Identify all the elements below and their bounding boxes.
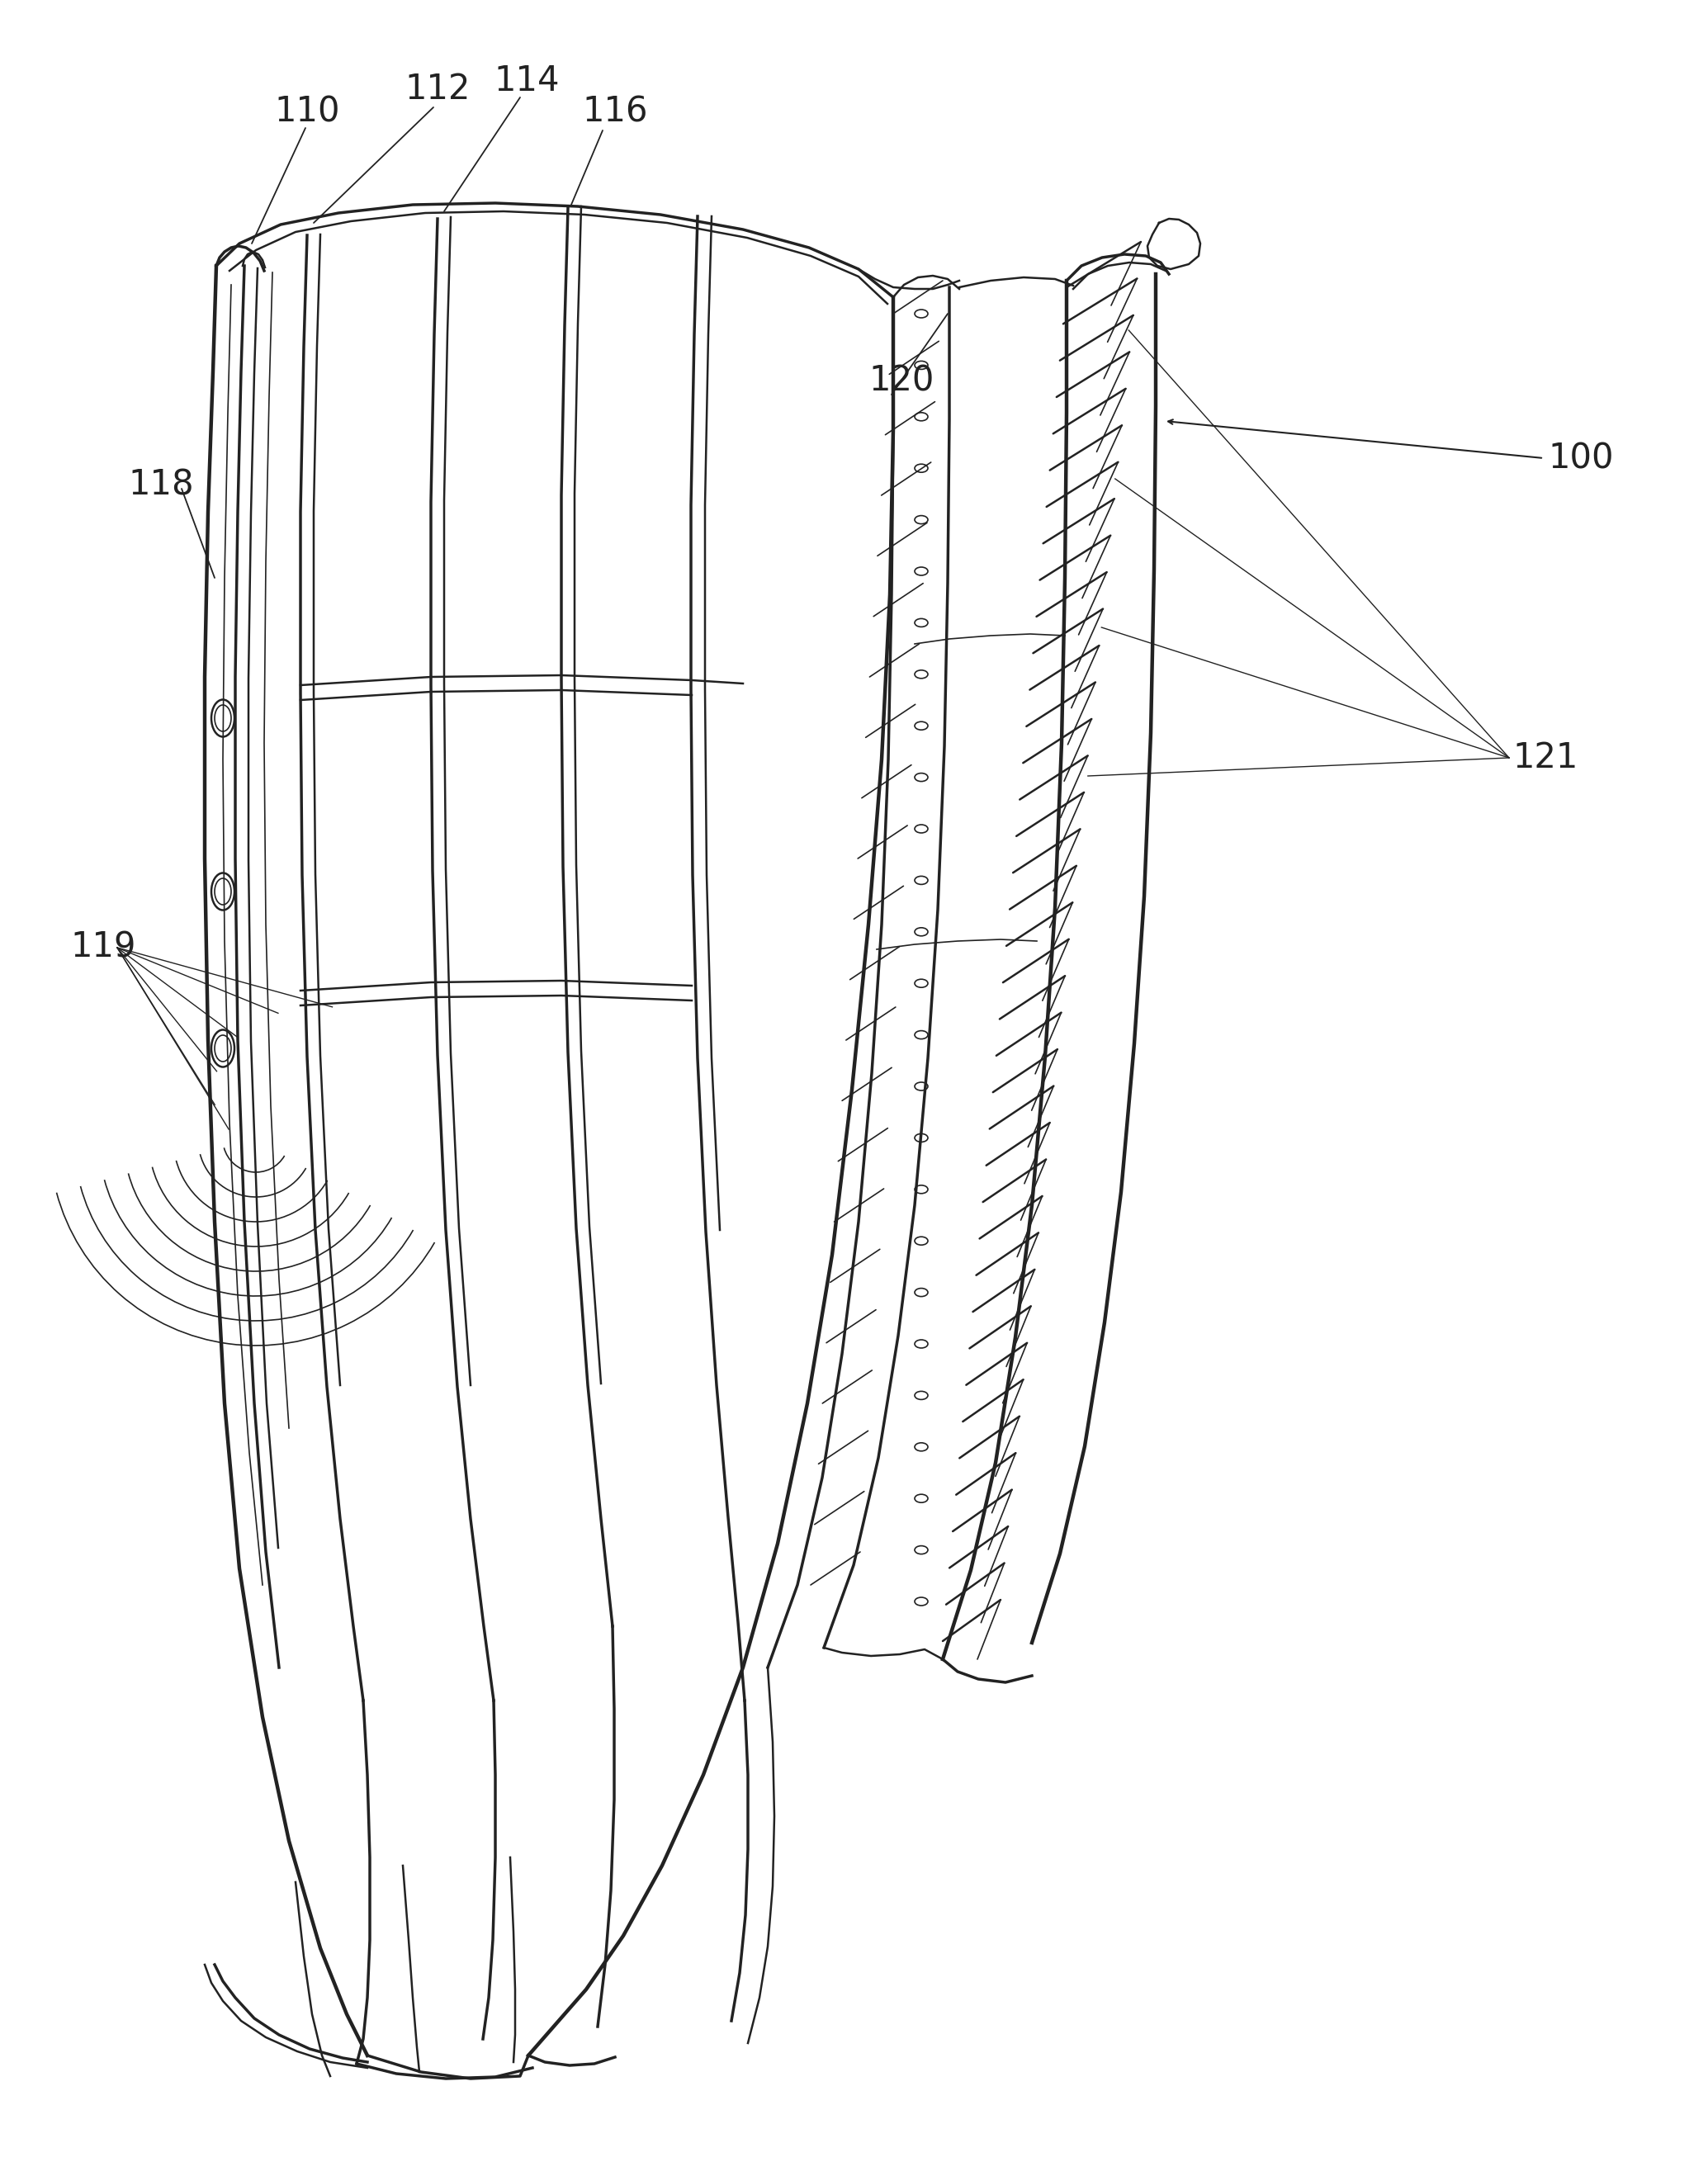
Text: 118: 118 bbox=[128, 468, 193, 503]
Text: 114: 114 bbox=[494, 63, 559, 98]
Text: 116: 116 bbox=[582, 94, 647, 128]
Text: 110: 110 bbox=[273, 94, 340, 128]
Text: 100: 100 bbox=[1547, 442, 1614, 477]
Text: 119: 119 bbox=[70, 931, 135, 964]
Text: 120: 120 bbox=[868, 363, 934, 398]
Text: 121: 121 bbox=[1512, 740, 1578, 775]
Text: 112: 112 bbox=[405, 72, 470, 107]
